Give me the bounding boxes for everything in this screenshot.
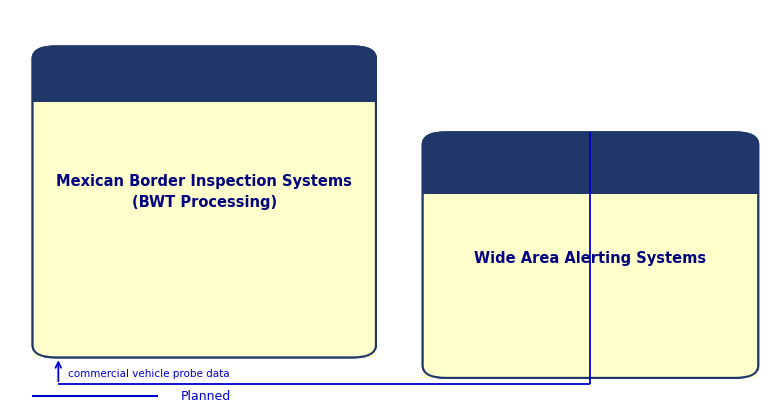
Bar bbox=[423, 194, 758, 378]
Text: Planned: Planned bbox=[181, 390, 231, 403]
Text: Wide Area Alerting Systems: Wide Area Alerting Systems bbox=[474, 250, 706, 266]
FancyBboxPatch shape bbox=[33, 47, 376, 358]
Bar bbox=[33, 103, 376, 358]
FancyBboxPatch shape bbox=[423, 132, 758, 378]
FancyBboxPatch shape bbox=[33, 47, 376, 358]
Text: Mexican Border Inspection Systems
(BWT Processing): Mexican Border Inspection Systems (BWT P… bbox=[56, 173, 352, 210]
Text: commercial vehicle probe data: commercial vehicle probe data bbox=[67, 369, 229, 379]
FancyBboxPatch shape bbox=[423, 132, 758, 378]
